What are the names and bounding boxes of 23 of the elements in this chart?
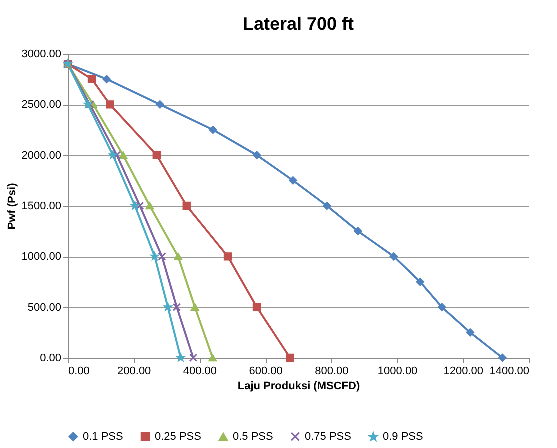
x-tick-label: 200.00 bbox=[118, 366, 152, 378]
x-tick-label: 0.00 bbox=[68, 366, 90, 378]
legend-label: 0.1 PSS bbox=[83, 430, 124, 443]
x-tick-label: 1200.00 bbox=[444, 366, 484, 378]
y-tick-label: 0.00 bbox=[40, 352, 62, 364]
y-tick-label: 500.00 bbox=[28, 302, 62, 314]
y-axis-title: Pwf (Psi) bbox=[6, 182, 19, 230]
legend-label: 0.9 PSS bbox=[383, 431, 424, 444]
x-tick-label: 1000.00 bbox=[378, 366, 418, 378]
x-axis-title: Laju Produksi (MSCFD) bbox=[238, 380, 360, 392]
legend-label: 0.5 PSS bbox=[233, 431, 274, 444]
x-tick-label: 1400.00 bbox=[490, 366, 530, 378]
y-tick-label: 1500.00 bbox=[22, 200, 62, 212]
legend-label: 0.75 PSS bbox=[305, 430, 352, 443]
y-tick-label: 2500.00 bbox=[22, 99, 62, 112]
x-tick-label: 800.00 bbox=[315, 366, 349, 378]
x-tick-label: 600.00 bbox=[249, 366, 283, 378]
y-tick-label: 3000.00 bbox=[22, 48, 62, 60]
y-tick-label: 2000.00 bbox=[22, 150, 62, 162]
chart-title: Lateral 700 ft bbox=[242, 14, 354, 34]
x-tick-label: 400.00 bbox=[183, 366, 218, 378]
legend-label: 0.25 PSS bbox=[155, 430, 202, 443]
y-tick-label: 1000.00 bbox=[22, 251, 62, 264]
